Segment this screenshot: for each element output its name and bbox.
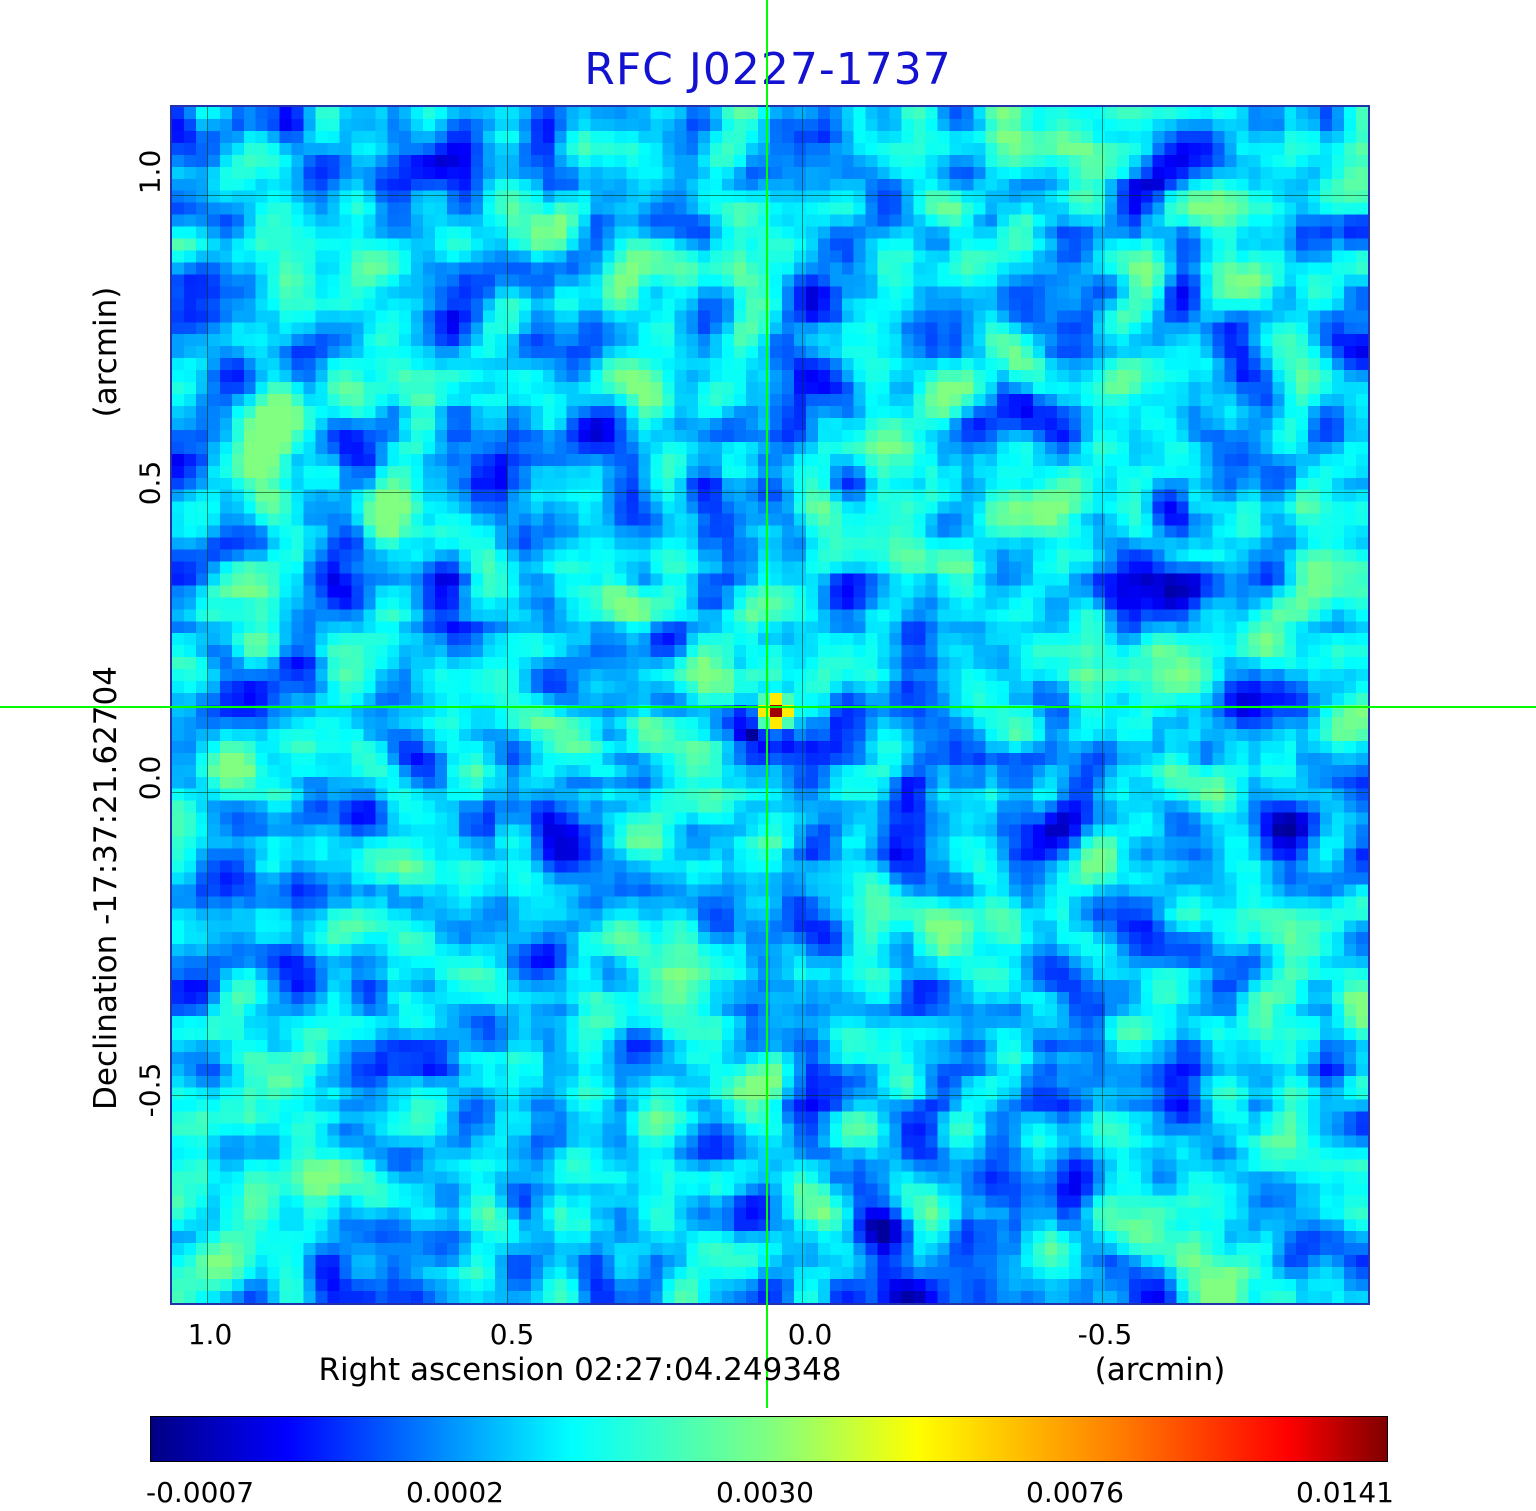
grid-line-vertical [507, 107, 508, 1303]
radio-intensity-map [172, 107, 1368, 1303]
grid-line-vertical [802, 107, 803, 1303]
colorbar-tick-label: 0.0076 [1026, 1476, 1124, 1509]
grid-line-vertical [207, 107, 208, 1303]
grid-line-horizontal [172, 195, 1368, 196]
y-axis-label: Declination -17:37:21.62704 [88, 666, 124, 1110]
y-tick-label: 1.0 [133, 149, 167, 195]
grid-line-horizontal [172, 492, 1368, 493]
sky-map [170, 105, 1370, 1305]
y-tick-label: -0.5 [133, 1062, 167, 1118]
x-tick-label: -0.5 [1077, 1318, 1133, 1351]
grid-line-horizontal [172, 792, 1368, 793]
colorbar [150, 1416, 1388, 1462]
crosshair-vertical-line [766, 0, 768, 1408]
grid-line-vertical [1102, 107, 1103, 1303]
y-tick-label: 0.5 [133, 460, 167, 506]
crosshair-horizontal-line [0, 706, 1536, 708]
y-axis-unit-label: (arcmin) [88, 286, 124, 418]
colorbar-tick-label: -0.0007 [145, 1476, 255, 1509]
colorbar-tick-label: 0.0141 [1296, 1476, 1394, 1509]
x-tick-label: 0.5 [489, 1318, 535, 1351]
grid-line-horizontal [172, 1095, 1368, 1096]
x-axis-unit-label: (arcmin) [1094, 1352, 1226, 1388]
colorbar-tick-label: 0.0030 [716, 1476, 814, 1509]
x-tick-label: 0.0 [787, 1318, 833, 1351]
y-tick-label: 0.0 [133, 755, 167, 801]
colorbar-tick-label: 0.0002 [406, 1476, 504, 1509]
x-tick-label: 1.0 [187, 1318, 233, 1351]
plot-title: RFC J0227-1737 [584, 44, 952, 95]
x-axis-label: Right ascension 02:27:04.249348 [318, 1352, 842, 1388]
